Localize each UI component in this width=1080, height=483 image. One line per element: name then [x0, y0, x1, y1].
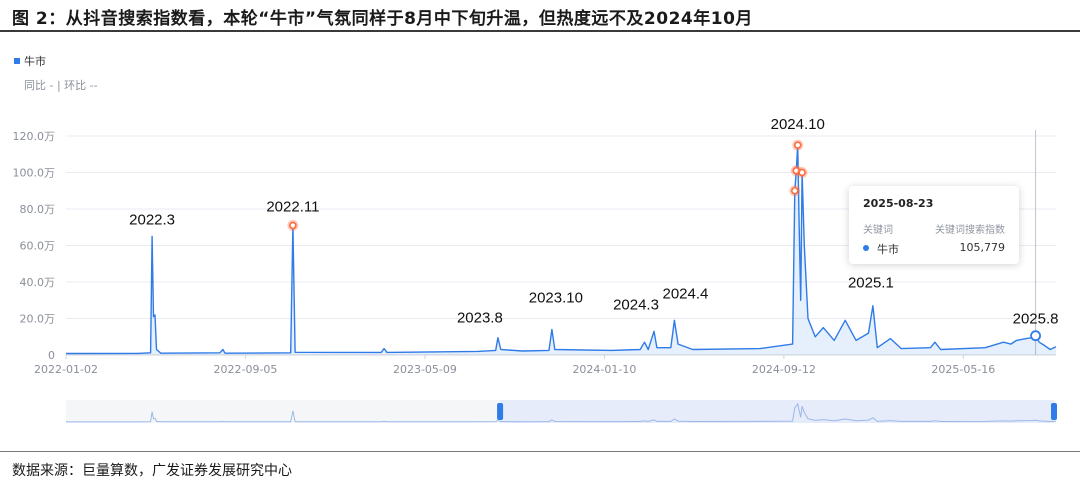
tooltip-series-dot — [863, 245, 869, 251]
y-axis-ticks: 0 20.0万 40.0万 60.0万 80.0万 100.0万 120.0万 — [13, 130, 56, 362]
chart-legend[interactable]: 牛市 — [14, 53, 46, 69]
highlight-markers — [287, 139, 1041, 342]
x-tick-label: 2023-05-09 — [393, 363, 457, 376]
y-tick-label: 60.0万 — [20, 240, 56, 253]
y-tick-label: 40.0万 — [20, 276, 56, 289]
peak-marker — [289, 221, 297, 230]
x-tick-label: 2022-09-05 — [214, 363, 278, 376]
navigator-handle[interactable] — [497, 403, 504, 420]
annotation-label: 2024.10 — [771, 116, 825, 133]
series-line-niushi[interactable] — [65, 144, 1057, 355]
navigator-handle[interactable] — [1051, 403, 1057, 420]
hover-tooltip: 2025-08-23 关键词 关键词搜索指数 牛市 105,779 — [849, 186, 1019, 264]
source-rule — [0, 451, 1080, 452]
annotation-label: 2024.3 — [613, 296, 659, 313]
hover-point — [1030, 330, 1041, 342]
data-source: 数据来源：巨量算数，广发证券发展研究中心 — [12, 463, 292, 479]
annotation-label: 2023.10 — [529, 289, 583, 306]
annotation-label: 2025.1 — [848, 275, 894, 292]
annotation-label: 2022.11 — [266, 198, 319, 215]
range-navigator[interactable] — [66, 400, 1057, 423]
title-rule — [0, 30, 1080, 32]
tooltip-date: 2025-08-23 — [863, 197, 934, 210]
y-tick-label: 120.0万 — [13, 130, 56, 143]
legend-label: 牛市 — [24, 55, 46, 68]
y-tick-label: 100.0万 — [13, 167, 56, 180]
y-tick-label: 80.0万 — [20, 203, 56, 216]
annotation-label: 2025.8 — [1013, 311, 1059, 328]
legend-swatch — [14, 58, 20, 64]
x-tick-label: 2024-09-12 — [752, 363, 816, 376]
navigator-window[interactable] — [500, 400, 1055, 423]
navigator-series — [66, 402, 1057, 423]
y-tick-label: 0 — [48, 349, 55, 362]
tooltip-header-index: 关键词搜索指数 — [935, 225, 1005, 236]
peak-marker — [798, 168, 806, 177]
compare-text: 同比 - | 环比 -- — [24, 79, 98, 92]
x-tick-label: 2024-01-10 — [572, 363, 636, 376]
peak-marker — [793, 141, 802, 149]
tooltip-value: 105,779 — [959, 241, 1006, 254]
x-tick-label: 2022-01-02 — [34, 363, 98, 376]
annotation-label: 2023.8 — [457, 310, 503, 327]
annotation-label: 2024.4 — [662, 285, 708, 302]
annotation-label: 2022.3 — [129, 211, 175, 228]
search-index-chart[interactable]: 0 20.0万 40.0万 60.0万 80.0万 100.0万 120.0万 2022-0… — [0, 0, 1080, 450]
figure-title: 图 2：从抖音搜索指数看，本轮“牛市”气氛同样于8月中下旬升温，但热度远不及20… — [12, 9, 753, 29]
peak-marker — [791, 186, 799, 195]
y-tick-label: 20.0万 — [20, 313, 56, 326]
tooltip-header-keyword: 关键词 — [863, 225, 893, 236]
tooltip-keyword: 牛市 — [877, 243, 899, 256]
x-axis-ticks: 2022-01-02 2022-09-05 2023-05-09 2024-01-10… — [34, 355, 995, 376]
x-tick-label: 2025-05-16 — [931, 363, 995, 376]
